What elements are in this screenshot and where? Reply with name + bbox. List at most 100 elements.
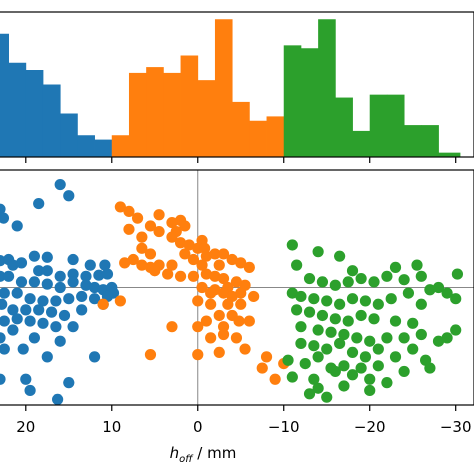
scatter-point	[450, 293, 462, 305]
scatter-point	[24, 293, 36, 305]
scatter-point	[432, 335, 445, 347]
scatter-point	[15, 257, 28, 269]
histogram-bar	[146, 67, 164, 157]
scatter-point	[76, 304, 88, 316]
scatter-point	[441, 287, 453, 299]
scatter-point	[282, 354, 294, 366]
scatter-point	[325, 326, 337, 338]
scatter-point	[256, 362, 268, 374]
scatter-point	[67, 321, 79, 333]
scatter-point	[415, 298, 427, 310]
scatter-point	[389, 315, 402, 327]
scatter-point	[166, 321, 178, 333]
scatter-point	[230, 332, 243, 344]
scatter-point	[101, 268, 114, 280]
scatter-point	[63, 377, 75, 389]
scatter-point	[41, 251, 53, 263]
scatter-point	[2, 270, 15, 282]
scatter-point	[432, 281, 445, 294]
scatter-point	[45, 306, 58, 318]
scatter-point	[0, 203, 6, 215]
histogram-bar	[163, 72, 181, 157]
scatter-point	[174, 270, 187, 282]
scatter-point	[368, 276, 380, 288]
scatter-point	[338, 380, 350, 392]
scatter-point	[303, 388, 316, 400]
scatter-point	[33, 197, 45, 210]
scatter-point	[7, 304, 19, 316]
scatter-point	[450, 324, 462, 336]
scatter-point	[415, 328, 427, 341]
scatter-point	[153, 209, 165, 221]
scatter-point	[235, 257, 247, 269]
scatter-point	[381, 377, 393, 389]
scatter-point	[334, 337, 346, 350]
scatter-point	[269, 373, 281, 385]
scatter-point	[179, 248, 191, 260]
scatter-point	[24, 384, 36, 397]
histogram-bar	[42, 84, 61, 157]
scatter-point	[222, 298, 234, 310]
scatter-point	[50, 295, 62, 307]
scatter-point	[24, 315, 36, 327]
x-axis-label-subscript: off	[179, 454, 194, 465]
histogram-bar	[249, 120, 267, 157]
scatter-point	[451, 268, 464, 280]
scatter-point	[41, 278, 53, 290]
scatter-point	[308, 340, 320, 352]
scatter-point	[286, 287, 298, 299]
scatter-point	[15, 276, 28, 288]
scatter-point	[88, 281, 101, 294]
scatter-point	[0, 343, 10, 355]
scatter-point	[80, 270, 92, 282]
scatter-point	[162, 268, 174, 280]
scatter-point	[144, 248, 157, 260]
scatter-point	[411, 259, 423, 271]
scatter-point	[67, 253, 79, 266]
scatter-point	[233, 315, 245, 327]
scatter-point	[166, 216, 178, 229]
scatter-point	[136, 242, 148, 254]
scatter-x-ticks: 20 10 0 −10 −20 −30	[16, 405, 472, 436]
scatter-point	[368, 313, 380, 325]
scatter-point	[200, 250, 212, 262]
scatter-point	[0, 287, 10, 299]
scatter-point	[54, 270, 66, 282]
scatter-point	[97, 298, 109, 310]
scatter-point	[355, 362, 367, 374]
scatter-point	[33, 265, 45, 277]
scatter-point	[200, 268, 212, 280]
scatter-point	[50, 321, 62, 333]
histogram-bar	[214, 19, 233, 157]
scatter-point	[389, 261, 402, 273]
scatter-point	[286, 371, 298, 383]
scatter-point	[235, 298, 247, 310]
scatter-point	[260, 351, 273, 363]
scatter-point	[441, 332, 453, 344]
scatter-point	[321, 343, 333, 355]
scatter-point	[321, 295, 333, 307]
x-tick-label: 10	[102, 418, 121, 436]
x-tick-label: 0	[193, 418, 203, 436]
scatter-point	[329, 365, 341, 378]
scatter-point	[312, 246, 324, 258]
scatter-point	[213, 346, 225, 359]
scatter-point	[63, 293, 75, 305]
scatter-point	[11, 287, 23, 299]
scatter-point	[209, 248, 221, 260]
histogram-bar	[421, 125, 439, 157]
scatter-point	[342, 315, 354, 327]
scatter-point	[144, 220, 157, 232]
scatter-point	[334, 298, 346, 310]
scatter-point	[321, 391, 333, 403]
histogram-bar	[25, 70, 44, 157]
scatter-point	[52, 393, 64, 406]
scatter-point	[217, 321, 230, 333]
scatter-point	[346, 293, 359, 305]
histogram-bar	[266, 116, 285, 157]
scatter-point	[424, 284, 436, 296]
scatter-point	[217, 248, 230, 260]
scatter-point	[213, 259, 225, 271]
scatter-frame	[0, 169, 474, 406]
